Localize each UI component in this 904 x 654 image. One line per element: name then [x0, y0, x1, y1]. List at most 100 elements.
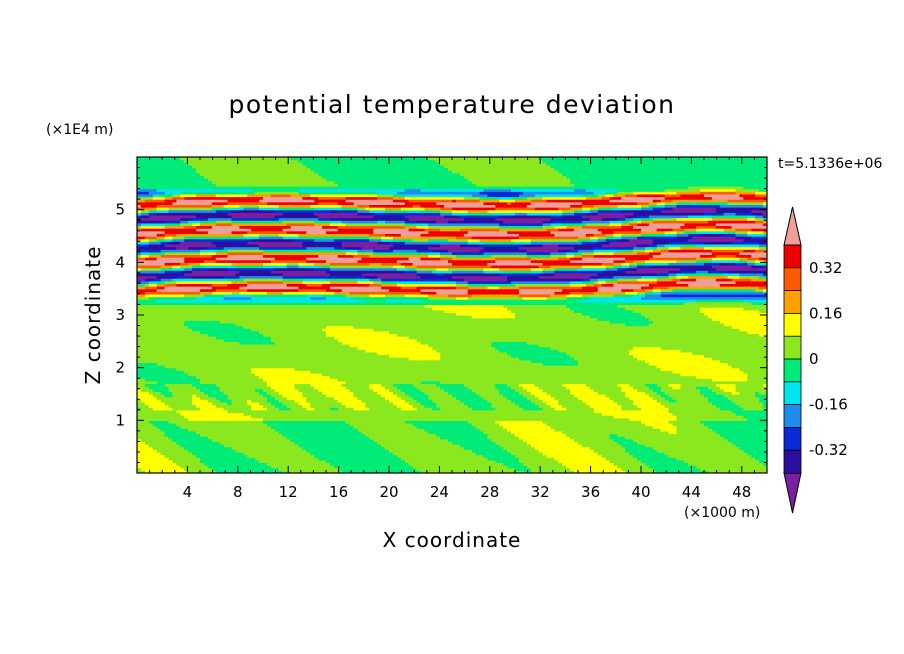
heatmap-cell	[637, 449, 642, 453]
heatmap-cell	[137, 415, 142, 419]
heatmap-cell	[676, 459, 681, 464]
heatmap-cell	[349, 409, 355, 414]
heatmap-cell	[617, 422, 622, 427]
heatmap-cell	[542, 457, 548, 461]
heatmap-cell	[318, 444, 323, 448]
heatmap-cell	[251, 425, 256, 429]
heatmap-cell	[333, 428, 339, 432]
heatmap-cell	[503, 430, 508, 435]
heatmap-cell	[503, 428, 508, 432]
heatmap-cell	[487, 454, 492, 458]
heatmap-cell	[676, 399, 681, 403]
heatmap-cell	[389, 428, 394, 432]
heatmap-cell	[259, 438, 264, 442]
heatmap-cell	[585, 396, 591, 400]
heatmap-cell	[353, 428, 359, 432]
heatmap-cell	[747, 412, 752, 416]
heatmap-cell	[656, 451, 662, 456]
heatmap-cell	[637, 409, 642, 414]
heatmap-cell	[156, 412, 162, 416]
heatmap-cell	[609, 415, 615, 419]
heatmap-cell	[605, 457, 611, 461]
heatmap-cell	[420, 470, 426, 473]
heatmap-cell	[436, 409, 441, 414]
heatmap-cell	[377, 451, 382, 456]
heatmap-cell	[140, 404, 146, 408]
heatmap-cell	[554, 454, 559, 458]
heatmap-cell	[574, 459, 579, 464]
heatmap-cell	[184, 428, 189, 432]
heatmap-cell	[298, 438, 303, 442]
heatmap-cell	[570, 470, 575, 473]
heatmap-cell	[140, 409, 146, 414]
heatmap-cell	[353, 444, 359, 448]
heatmap-cell	[329, 449, 335, 453]
heatmap-cell	[589, 449, 595, 453]
heatmap-cell	[629, 467, 634, 471]
heatmap-cell	[455, 428, 461, 432]
heatmap-cell	[491, 420, 496, 424]
heatmap-cell	[534, 415, 540, 419]
heatmap-cell	[416, 412, 422, 416]
heatmap-cell	[463, 441, 469, 445]
heatmap-cell	[562, 396, 567, 400]
heatmap-cell	[294, 441, 300, 445]
heatmap-cell	[223, 457, 229, 461]
heatmap-cell	[727, 438, 733, 442]
heatmap-cell	[578, 462, 583, 466]
heatmap-cell	[719, 428, 725, 432]
heatmap-cell	[400, 404, 406, 408]
heatmap-cell	[621, 436, 626, 440]
heatmap-cell	[534, 449, 540, 453]
heatmap-cell	[688, 422, 693, 427]
heatmap-cell	[337, 425, 343, 429]
heatmap-cell	[601, 415, 607, 419]
heatmap-cell	[231, 412, 237, 416]
heatmap-cell	[180, 428, 185, 432]
heatmap-cell	[692, 451, 697, 456]
heatmap-cell	[463, 470, 469, 473]
heatmap-cell	[676, 404, 681, 408]
heatmap-cell	[196, 454, 201, 458]
heatmap-cell	[664, 438, 670, 442]
heatmap-cell	[507, 438, 512, 442]
heatmap-cell	[168, 396, 174, 400]
heatmap-cell	[294, 438, 300, 442]
heatmap-cell	[526, 396, 532, 400]
heatmap-cell	[329, 404, 335, 408]
heatmap-cell	[747, 470, 752, 473]
heatmap-cell	[578, 417, 583, 421]
heatmap-cell	[597, 415, 603, 419]
heatmap-cell	[629, 409, 634, 414]
heatmap-cell	[314, 457, 319, 461]
heatmap-cell	[377, 465, 382, 469]
heatmap-cell	[656, 415, 662, 419]
heatmap-cell	[156, 454, 162, 458]
heatmap-cell	[688, 430, 693, 435]
heatmap-cell	[534, 428, 540, 432]
heatmap-cell	[227, 415, 233, 419]
heatmap-cell	[318, 401, 323, 406]
heatmap-cell	[648, 407, 654, 411]
heatmap-cell	[680, 454, 685, 458]
heatmap-cell	[172, 430, 177, 435]
heatmap-cell	[585, 441, 591, 445]
heatmap-cell	[274, 454, 280, 458]
heatmap-cell	[609, 404, 615, 408]
heatmap-cell	[589, 425, 595, 429]
heatmap-cell	[404, 415, 410, 419]
heatmap-cell	[322, 417, 327, 421]
heatmap-cell	[570, 412, 575, 416]
heatmap-cell	[424, 433, 429, 437]
heatmap-cell	[672, 454, 678, 458]
heatmap-cell	[700, 399, 705, 403]
heatmap-cell	[763, 459, 767, 464]
heatmap-cell	[266, 430, 272, 435]
heatmap-cell	[503, 465, 508, 469]
heatmap-cell	[164, 444, 170, 448]
heatmap-cell	[329, 457, 335, 461]
heatmap-cell	[629, 462, 634, 466]
heatmap-cell	[700, 462, 705, 466]
heatmap-cell	[377, 470, 382, 473]
heatmap-cell	[629, 428, 634, 432]
